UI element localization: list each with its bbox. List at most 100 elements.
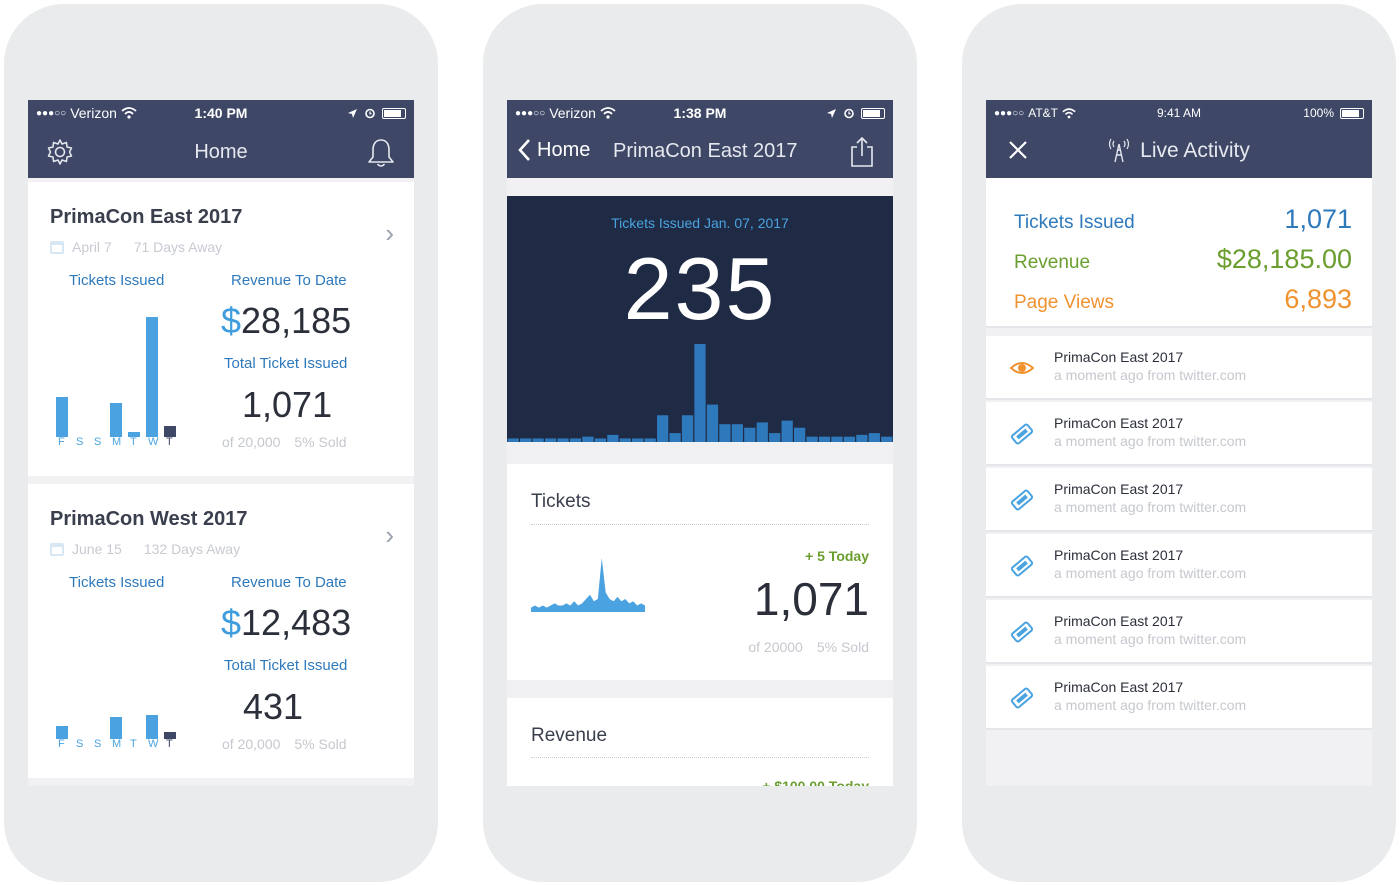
day-label: F [58, 738, 65, 750]
bell-icon[interactable] [366, 137, 396, 169]
tickets-heading: Tickets [531, 491, 591, 512]
sparkline-area [531, 558, 645, 612]
home-screen: ●●●○○ Verizon 1:40 PM Home PrimaCon [28, 100, 414, 786]
activity-title: PrimaCon East 2017 [1054, 415, 1184, 431]
battery-icon [382, 107, 406, 119]
total-ticket-label: Total Ticket Issued [224, 355, 348, 372]
nav-title-group: Live Activity [986, 138, 1372, 164]
tickets-sparkline [531, 558, 645, 612]
day-label: S [94, 436, 102, 448]
live-activity-screen: ●●●○○ AT&T 9:41 AM 100% Live Activity Tic… [986, 100, 1372, 786]
back-label: Home [537, 138, 591, 161]
share-icon[interactable] [849, 136, 875, 168]
activity-subtitle: a moment ago from twitter.com [1054, 565, 1247, 581]
histogram-bar [532, 438, 544, 442]
day-label: T [166, 436, 173, 448]
day-label: F [58, 436, 65, 448]
tickets-histogram [507, 344, 893, 442]
event-card[interactable]: PrimaCon East 2017 April 7 71 Days Away … [28, 182, 414, 476]
event-days-away: 132 Days Away [143, 541, 241, 557]
revenue-heading: Revenue [531, 725, 608, 746]
nav-title: PrimaCon East 2017 [613, 140, 798, 162]
day-label: M [112, 738, 122, 750]
phone-live-activity: ●●●○○ AT&T 9:41 AM 100% Live Activity Tic… [962, 4, 1396, 882]
panel-value: 235 [623, 239, 777, 338]
gear-icon[interactable] [46, 138, 74, 166]
phone-event-detail: ●●●○○ Verizon 1:38 PM Home PrimaCon East … [483, 4, 917, 882]
histogram-bar [507, 438, 519, 442]
activity-title: PrimaCon East 2017 [1054, 679, 1184, 695]
histogram-bar [868, 433, 880, 442]
stat-row-page-views: Page Views 6,893 [1014, 284, 1352, 315]
total-ticket-label: Total Ticket Issued [224, 657, 348, 674]
chevron-right-icon[interactable]: › [385, 520, 394, 550]
day-label: S [76, 738, 84, 750]
close-icon[interactable] [1008, 140, 1028, 160]
tickets-card[interactable]: Tickets + 5 Today 1,071 of 20000 5% Sold [507, 464, 893, 680]
stat-row-tickets: Tickets Issued 1,071 [1014, 204, 1352, 235]
activity-subtitle: a moment ago from twitter.com [1054, 631, 1247, 647]
battery-percent: 100% [1303, 106, 1334, 120]
tickets-total: 1,071 [753, 573, 869, 625]
histogram-bar [881, 436, 893, 442]
calendar-icon [50, 240, 64, 254]
eye-icon [1010, 362, 1034, 374]
event-detail-screen: ●●●○○ Verizon 1:38 PM Home PrimaCon East … [507, 100, 893, 786]
histogram-bar [843, 436, 856, 442]
tickets-today: + 5 Today [805, 548, 869, 564]
back-button[interactable]: Home [517, 138, 590, 162]
nav-bar: Live Activity [986, 126, 1372, 178]
activity-item[interactable]: PrimaCon East 2017 a moment ago from twi… [986, 600, 1372, 664]
histogram-bar [818, 436, 831, 442]
activity-title: PrimaCon East 2017 [1054, 349, 1184, 365]
stat-label: Page Views [1014, 292, 1114, 313]
activity-item[interactable]: PrimaCon East 2017 a moment ago from twi… [986, 666, 1372, 730]
day-bar [128, 432, 140, 437]
carrier-label: Verizon [70, 105, 117, 121]
status-bar: ●●●○○ Verizon 1:38 PM [507, 100, 893, 126]
histogram-bar [569, 438, 582, 442]
total-ticket-value: 431 [243, 686, 304, 727]
activity-item[interactable]: PrimaCon East 2017 a moment ago from twi… [986, 336, 1372, 400]
histogram-bar [619, 438, 631, 442]
stat-value: 6,893 [1284, 284, 1352, 314]
activity-item[interactable]: PrimaCon East 2017 a moment ago from twi… [986, 534, 1372, 598]
revenue-card[interactable]: Revenue + $100.00 Today [507, 698, 893, 786]
histogram-bar [669, 433, 681, 442]
weekly-bar-chart [56, 711, 182, 739]
event-date: June 15 [72, 541, 122, 557]
day-label: M [112, 436, 122, 448]
event-meta: June 15 132 Days Away [50, 541, 240, 557]
event-date: April 7 [72, 239, 112, 255]
event-name: PrimaCon West 2017 [50, 508, 248, 530]
event-card[interactable]: PrimaCon West 2017 June 15 132 Days Away… [28, 484, 414, 778]
stat-value: $28,185.00 [1216, 244, 1352, 274]
activity-item[interactable]: PrimaCon East 2017 a moment ago from twi… [986, 402, 1372, 466]
revenue-value: $28,185 [221, 300, 352, 341]
day-bar [164, 426, 176, 437]
chevron-left-icon [518, 139, 530, 161]
event-meta: April 7 71 Days Away [50, 239, 222, 255]
battery-icon [861, 107, 885, 119]
day-bar [110, 716, 122, 739]
day-label: W [148, 738, 159, 750]
sold-info: of 20,000 5% Sold [222, 434, 347, 450]
histogram-bar [769, 433, 781, 442]
stat-label: Revenue [1014, 252, 1091, 273]
revenue-label: Revenue To Date [231, 574, 347, 591]
day-bar [56, 397, 68, 437]
activity-item[interactable]: PrimaCon East 2017 a moment ago from twi… [986, 468, 1372, 532]
chevron-right-icon[interactable]: › [385, 218, 394, 248]
histogram-bar [756, 422, 768, 442]
location-icon [348, 108, 357, 118]
weekly-bar-chart [56, 317, 182, 437]
carrier-label: Verizon [549, 105, 596, 121]
sold-info: of 20000 5% Sold [748, 639, 869, 655]
signal-icon: ●●●○○ [994, 107, 1025, 119]
histogram-bar [744, 427, 756, 442]
event-name: PrimaCon East 2017 [50, 206, 243, 228]
antenna-icon [1109, 138, 1130, 163]
phone-home: ●●●○○ Verizon 1:40 PM Home PrimaCon [4, 4, 438, 882]
